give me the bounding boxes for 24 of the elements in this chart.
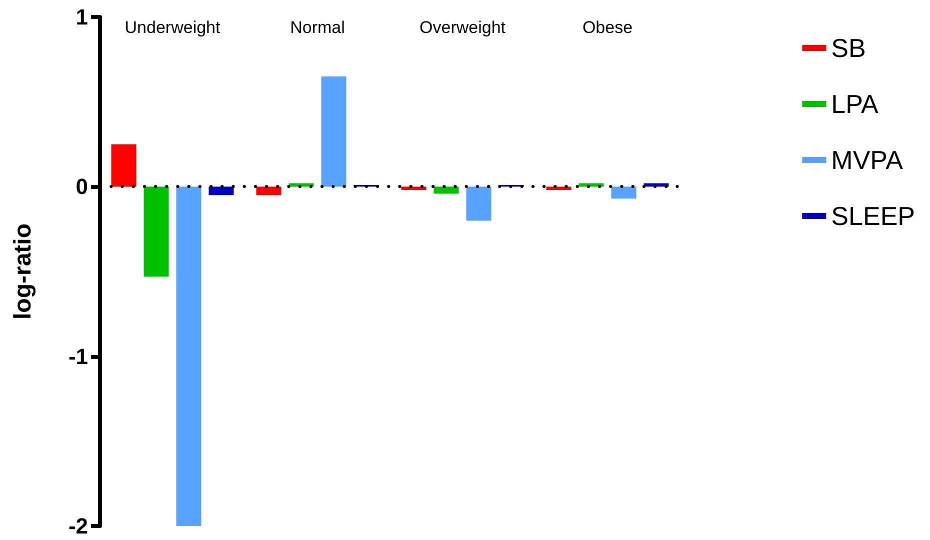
bar: [208, 186, 234, 196]
bar: [111, 144, 136, 187]
y-tick-label: 1: [76, 4, 88, 30]
legend-label: SB: [831, 33, 866, 63]
x-tick-label: Overweight: [420, 18, 506, 37]
y-axis-title: log-ratio: [10, 224, 36, 320]
y-tick-label: -2: [68, 514, 88, 538]
legend-label: MVPA: [831, 145, 904, 175]
bar: [434, 186, 459, 194]
bar: [176, 186, 202, 526]
bar: [546, 186, 572, 190]
bar: [466, 186, 492, 221]
bar: [401, 186, 426, 190]
bar: [321, 76, 346, 187]
y-tick-label: 0: [76, 174, 88, 200]
bar: [611, 186, 636, 199]
x-tick-label: Obese: [582, 18, 633, 37]
legend-label: SLEEP: [831, 201, 915, 231]
legend-label: LPA: [831, 89, 880, 119]
x-tick-label: Normal: [290, 18, 345, 37]
y-tick-label: -1: [68, 344, 88, 369]
bar: [256, 186, 282, 196]
bar: [144, 186, 169, 277]
x-tick-label: Underweight: [124, 18, 220, 37]
